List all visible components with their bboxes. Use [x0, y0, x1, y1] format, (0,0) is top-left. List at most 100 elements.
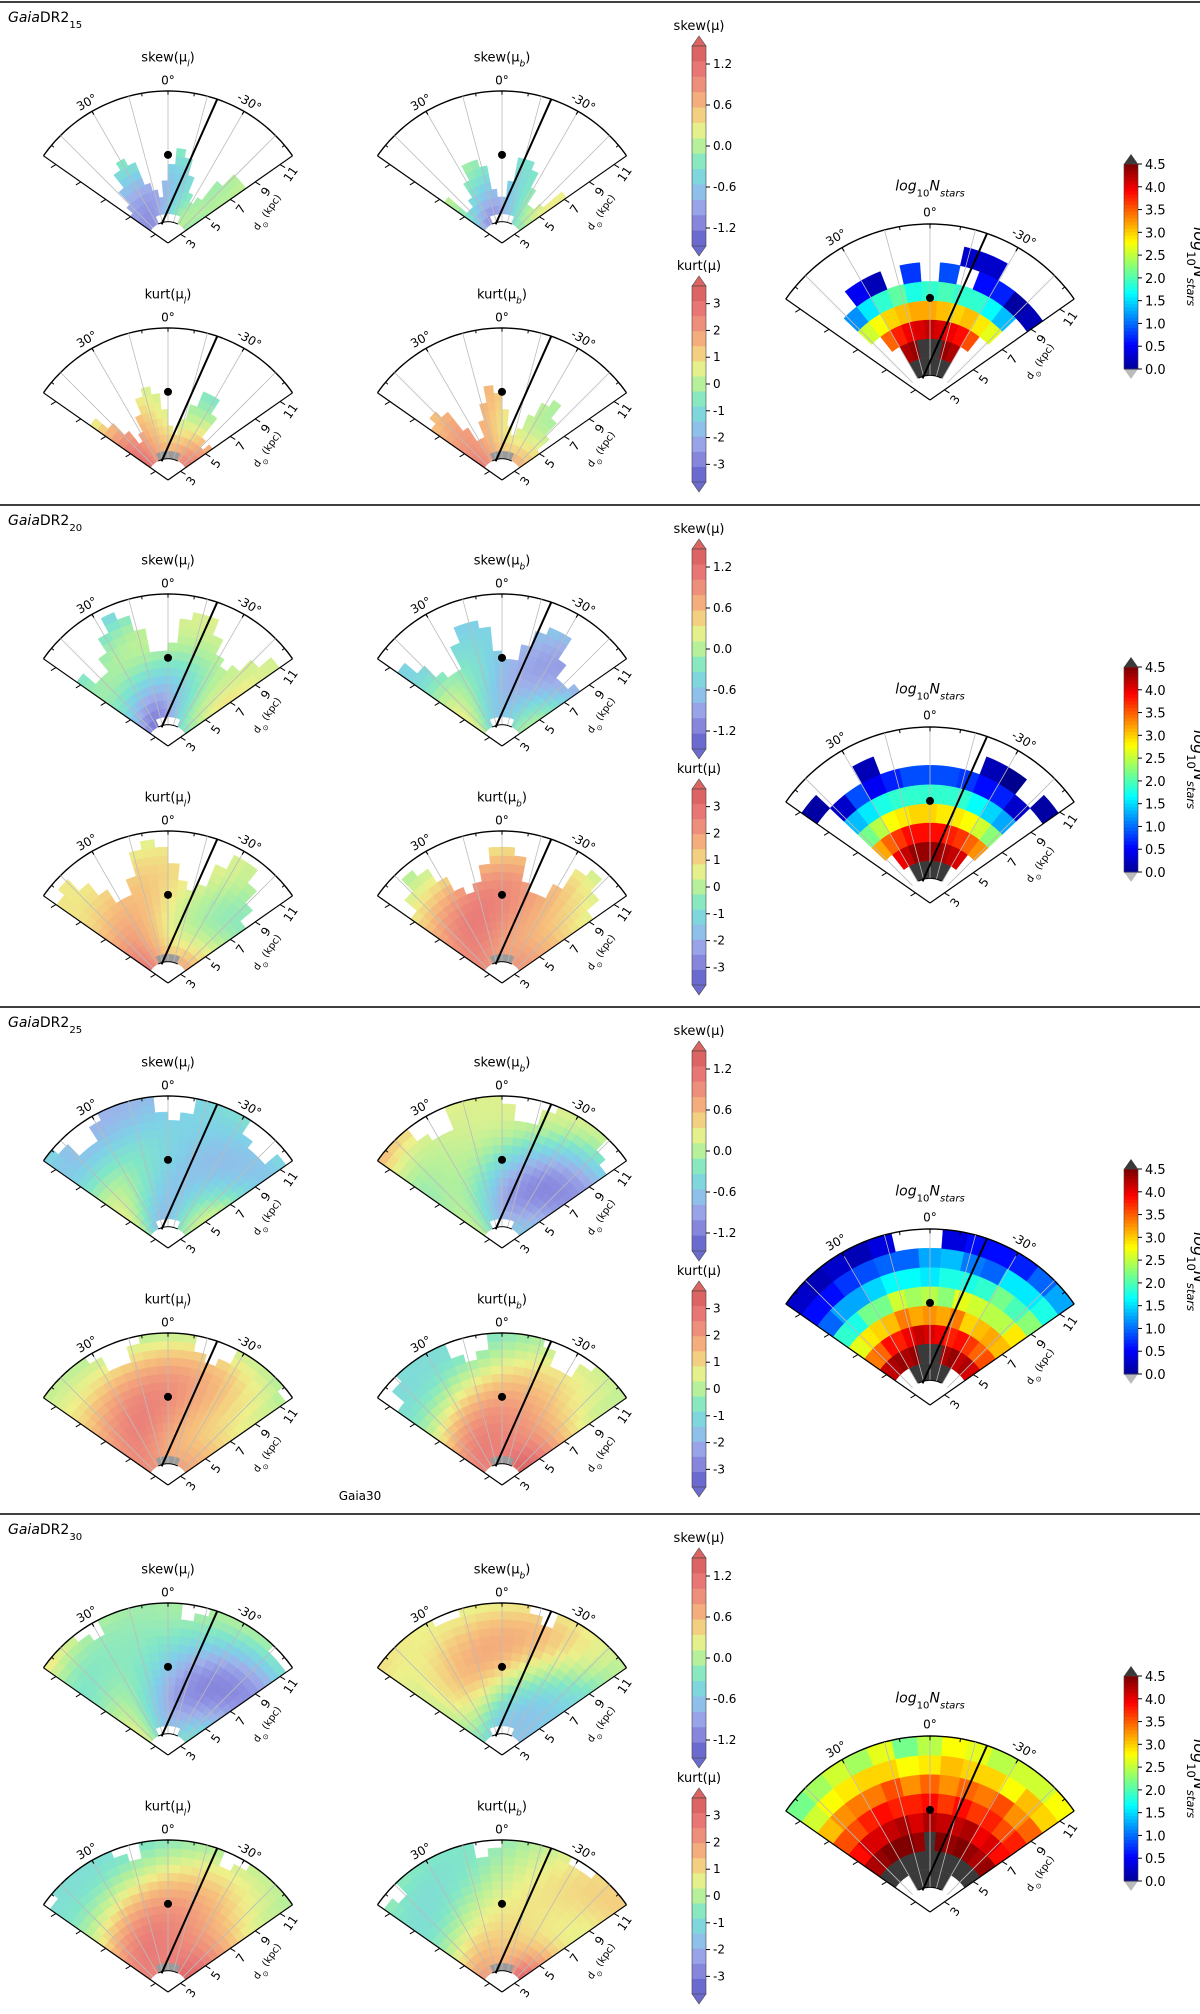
- density-cell: [1002, 794, 1031, 822]
- distance-tick: [279, 1406, 286, 1410]
- field-cell: [508, 1406, 518, 1417]
- angle-tick-label: 30°: [74, 831, 99, 854]
- colorbar-max-arrow: [1124, 1159, 1138, 1169]
- bar-axis-line: [160, 838, 219, 965]
- angle-tick-label: 0°: [161, 577, 175, 591]
- colorbar-segment: [692, 1235, 706, 1252]
- distance-tick-label: 5: [542, 1224, 558, 1238]
- colorbar-segment: [1124, 1203, 1138, 1208]
- colorbar-segment: [1124, 167, 1138, 172]
- field-cell: [154, 1855, 169, 1866]
- field-cell: [501, 1185, 509, 1195]
- inner-arc: [491, 221, 513, 225]
- distance-tick: [150, 1745, 156, 1750]
- colorbar-tick-label: 1: [713, 350, 721, 364]
- colorbar-segment: [692, 1066, 706, 1083]
- colorbar-tick-label: 3.0: [1145, 729, 1166, 744]
- grid-spoke: [128, 96, 163, 223]
- distance-tick: [484, 1238, 490, 1243]
- distance-tick-label: 7: [233, 705, 249, 719]
- field-cell: [178, 618, 193, 630]
- distance-tick: [434, 1710, 441, 1715]
- colorbar-label: skew(μ): [674, 19, 725, 34]
- angle-tick-label: 30°: [74, 594, 99, 617]
- field-cell: [167, 879, 179, 889]
- field-cell: [461, 162, 473, 174]
- distance-tick: [459, 216, 465, 221]
- field-cell: [156, 871, 169, 881]
- distance-tick: [384, 667, 391, 671]
- colorbar-segment: [692, 564, 706, 581]
- colorbar-segment: [1124, 1237, 1138, 1242]
- grid-spoke: [178, 348, 245, 462]
- colorbar-segment: [692, 879, 706, 896]
- colorbar-segment: [692, 1174, 706, 1190]
- colorbar-segment: [692, 46, 706, 62]
- distance-tick: [434, 1203, 441, 1208]
- grid-spoke: [425, 348, 492, 462]
- colorbar-min-arrow: [691, 1486, 707, 1498]
- distance-tick: [794, 811, 801, 816]
- colorbar-tick-label: 4.0: [1145, 1186, 1166, 1201]
- colorbar-segment: [692, 1471, 706, 1488]
- field-cell: [176, 879, 188, 891]
- minor-tick: [576, 348, 579, 352]
- distance-tick-label: 3: [517, 237, 533, 251]
- minor-tick: [281, 647, 285, 651]
- minor-tick: [959, 729, 962, 734]
- distance-tick-label: 5: [976, 1377, 992, 1391]
- panel-title: kurt(μb): [477, 288, 527, 307]
- colorbar-segment: [1124, 334, 1138, 339]
- colorbar-min-arrow: [1124, 872, 1138, 882]
- bar-axis-line: [494, 601, 553, 728]
- field-cell: [244, 659, 260, 675]
- density-colorbar-label: log10Nstars: [1184, 227, 1200, 306]
- colorbar-segment: [1124, 1210, 1138, 1214]
- field-cell: [155, 1356, 169, 1367]
- field-cell: [174, 1169, 184, 1180]
- field-cell: [167, 642, 179, 652]
- density-cell: [979, 756, 1008, 784]
- colorbar-segment: [692, 451, 706, 468]
- colorbar-segment: [1124, 837, 1138, 842]
- distance-tick-label: 3: [183, 1749, 199, 1763]
- outer-arc: [42, 90, 294, 157]
- minor-tick: [527, 93, 529, 97]
- field-cell: [501, 1700, 508, 1710]
- colorbar-segment: [692, 1189, 706, 1206]
- grid-spoke: [941, 750, 1019, 882]
- colorbar-tick-label: 0.0: [713, 139, 732, 153]
- field-cell: [156, 1136, 169, 1146]
- colorbar-tick-label: 1.0: [1145, 820, 1166, 835]
- colorbar-segment: [1124, 1363, 1138, 1368]
- colorbar-segment: [1124, 307, 1138, 312]
- colorbar-tick-label: -1: [713, 1409, 725, 1423]
- field-cell: [501, 1635, 514, 1645]
- minor-tick: [51, 144, 55, 148]
- field-cell: [501, 1430, 508, 1440]
- field-cell: [167, 1651, 179, 1661]
- minor-tick: [281, 1656, 285, 1660]
- colorbar-segment: [1124, 211, 1138, 216]
- grid-spoke: [462, 1101, 497, 1228]
- colorbar-segment: [692, 1351, 706, 1367]
- galactic-center-marker: [498, 1662, 506, 1671]
- distance-tick: [180, 470, 186, 475]
- field-cell: [493, 666, 503, 677]
- bar-axis-line: [160, 98, 219, 225]
- field-cell: [549, 883, 563, 897]
- colorbar-tick-label: -0.6: [713, 683, 736, 697]
- field-cell: [501, 1692, 509, 1702]
- distance-tick: [794, 1313, 801, 1318]
- distance-tick: [279, 1913, 286, 1917]
- field-cell: [501, 1356, 515, 1367]
- distance-tick: [180, 1982, 186, 1987]
- distance-tick: [254, 418, 261, 423]
- minor-tick: [385, 1149, 389, 1153]
- distance-tick: [150, 973, 156, 978]
- distance-tick-label: 5: [208, 1224, 224, 1238]
- bar-axis-line: [160, 1103, 219, 1230]
- minor-tick: [193, 596, 195, 600]
- moment-field: [396, 620, 581, 734]
